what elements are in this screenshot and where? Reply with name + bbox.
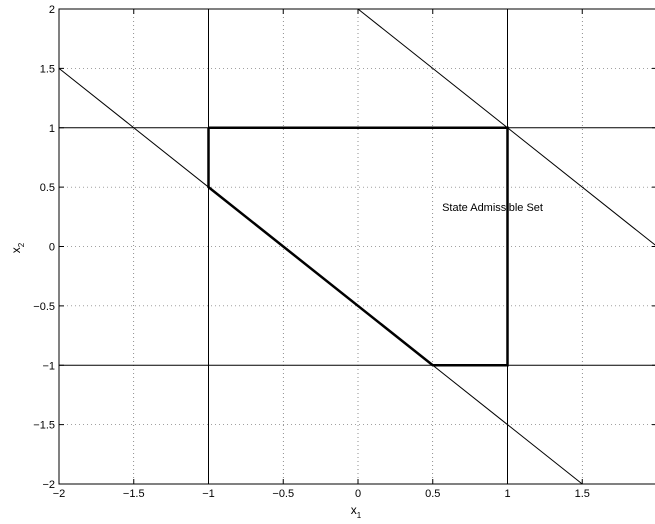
y-tick-label: −0.5 (33, 301, 55, 313)
x-tick-labels: −2 −1.5 −1 −0.5 0 0.5 1 1.5 (53, 488, 590, 500)
x-tick-label: −1.5 (123, 488, 145, 500)
x-tick-label: 1.5 (575, 488, 590, 500)
x-tick-label: 0 (355, 488, 361, 500)
y-tick-label: 2 (49, 4, 55, 16)
annotation-label: State Admissible Set (442, 202, 543, 214)
x-axis-label: x1 (351, 503, 362, 520)
y-tick-label: −1.5 (33, 420, 55, 432)
y-tick-label: 0 (49, 242, 55, 254)
x-tick-label: 0.5 (425, 488, 440, 500)
admissible-set-boundary (207, 126, 509, 367)
plot-series (58, 8, 655, 485)
x-tick-label: −1 (202, 488, 215, 500)
grid-lines (58, 8, 655, 485)
axes-box (58, 8, 655, 485)
x-tick-label: −2 (53, 488, 66, 500)
annotations: State Admissible Set (442, 202, 543, 214)
x-tick-label: −0.5 (272, 488, 294, 500)
y-tick-label: 0.5 (40, 182, 55, 194)
y-tick-labels: −2 −1.5 −1 −0.5 0 0.5 1 1.5 2 (33, 4, 55, 491)
y-tick-label: 1.5 (40, 63, 55, 75)
tick-marks (58, 8, 655, 485)
y-tick-label: −1 (42, 360, 55, 372)
y-tick-label: 1 (49, 123, 55, 135)
x-tick-label: 1 (504, 488, 510, 500)
y-axis-label: x2 (9, 242, 26, 253)
y-tick-label: −2 (42, 479, 55, 491)
